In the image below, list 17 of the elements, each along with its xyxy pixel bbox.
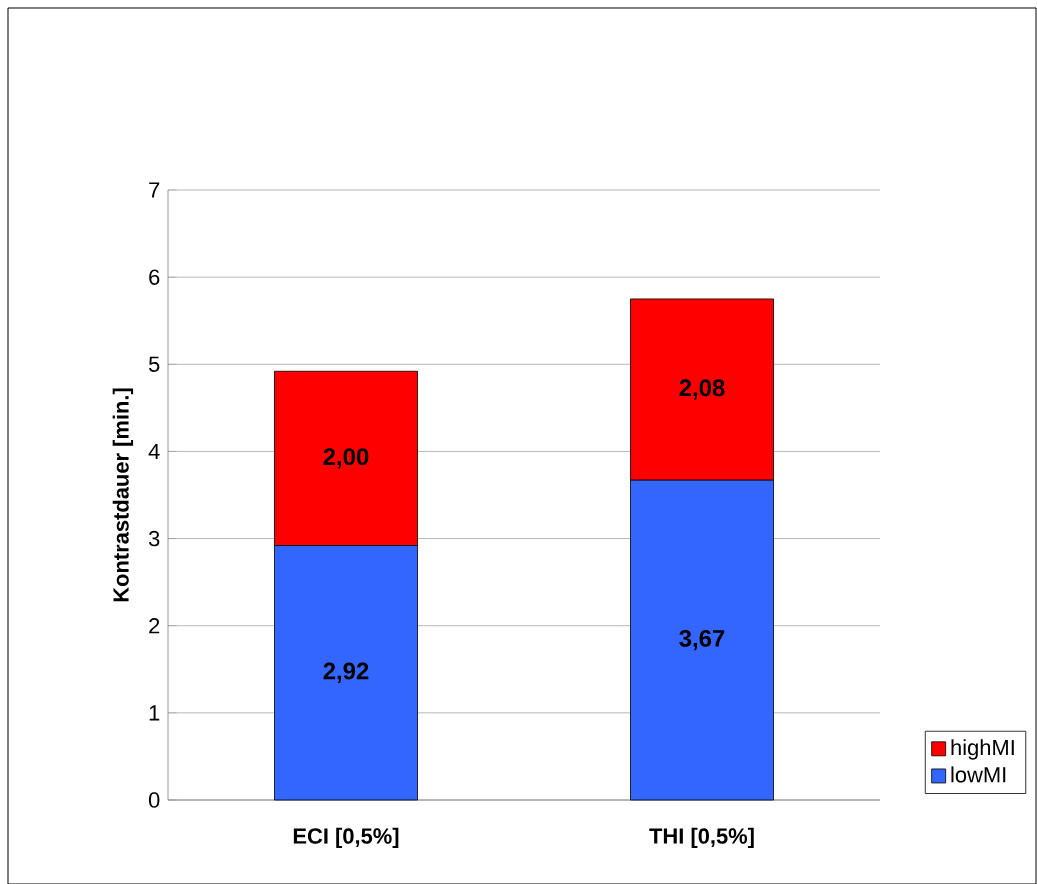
x-tick-label: THI [0,5%] [649,827,754,848]
data-label: 3,67 [679,629,725,651]
data-label: 2,92 [323,662,369,683]
y-tick-label: 3 [148,530,160,547]
data-label: 2,08 [679,379,725,400]
y-tick-label: 7 [149,182,160,198]
y-tick-label: 2 [149,617,160,634]
y-tick-label: 1 [149,705,160,721]
legend-label: lowMI [951,766,1006,783]
data-label: 2,00 [323,447,369,469]
legend-label: highMI [951,738,1014,760]
y-tick-label: 6 [149,269,160,285]
y-tick-label: 5 [148,356,160,372]
y-axis-title: Kontrastdauer [min.] [112,388,134,602]
y-tick-label: 4 [148,443,160,459]
y-tick-label: 0 [148,792,160,808]
x-tick-label: ECI [0,5%] [293,827,399,848]
